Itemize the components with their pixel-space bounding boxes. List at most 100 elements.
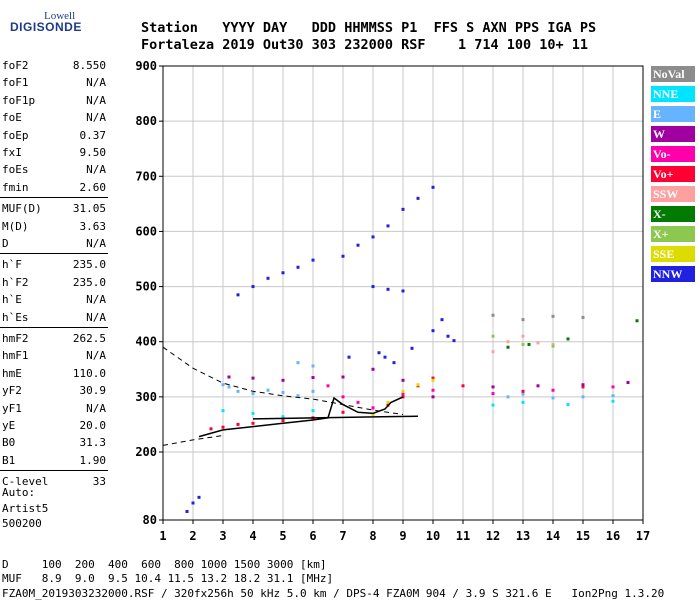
data-point: [551, 314, 555, 318]
data-point: [581, 395, 585, 399]
data-point: [227, 375, 231, 379]
x-tick-label: 8: [369, 529, 376, 543]
param-value: 2.60: [79, 180, 107, 194]
param-row: h`F2 235.0: [2, 274, 106, 291]
x-tick-label: 2: [189, 529, 196, 543]
data-point: [392, 361, 396, 365]
param-value: 110.0: [72, 366, 106, 380]
data-point: [401, 395, 405, 399]
legend-item: NoVal: [651, 66, 695, 82]
data-point: [566, 337, 570, 341]
data-point: [386, 400, 390, 404]
param-value: 8.550: [72, 59, 106, 72]
param-row: yF2 30.9: [2, 382, 106, 399]
auto-label: Auto:: [2, 486, 36, 499]
y-tick-label: 200: [135, 445, 157, 459]
param-name: h`F2: [2, 275, 29, 289]
param-separator: [0, 253, 108, 255]
param-separator: [0, 197, 108, 199]
param-name: foEp: [2, 128, 29, 142]
param-row: h`F 235.0: [2, 256, 106, 273]
param-name: foF2: [2, 59, 29, 72]
data-point: [431, 376, 435, 380]
param-row: fxI 9.50: [2, 144, 106, 161]
footer-distance-line: D 100 200 400 600 800 1000 1500 3000 [km…: [2, 558, 327, 571]
legend-item: W: [651, 126, 695, 142]
param-name: foE: [2, 111, 22, 125]
data-point: [251, 392, 255, 396]
data-point: [401, 207, 405, 211]
data-point: [635, 319, 639, 323]
trace-curve: [198, 396, 404, 438]
y-tick-label: 400: [135, 335, 157, 349]
data-point: [371, 285, 375, 289]
param-name: yE: [2, 419, 16, 432]
legend-item: X-: [651, 206, 695, 222]
param-value: 30.9: [79, 384, 107, 398]
data-point: [341, 254, 345, 258]
y-tick-label: 600: [135, 224, 157, 238]
data-point: [581, 315, 585, 319]
param-row: fmin 2.60: [2, 179, 106, 196]
data-point: [371, 235, 375, 239]
data-point: [626, 381, 630, 385]
x-tick-label: 9: [399, 529, 406, 543]
footer-info-line: FZA0M_2019303232000.RSF / 320fx256h 50 k…: [2, 587, 665, 600]
data-point: [296, 265, 300, 269]
param-name: C-level: [2, 475, 49, 489]
data-point: [521, 389, 525, 393]
data-point: [581, 385, 585, 389]
data-point: [296, 361, 300, 365]
data-point: [311, 389, 315, 393]
param-row: hmE 110.0: [2, 365, 106, 382]
data-point: [341, 375, 345, 379]
data-point: [506, 345, 510, 349]
data-point: [296, 394, 300, 398]
data-point: [521, 334, 525, 338]
data-point: [416, 196, 420, 200]
x-tick-label: 11: [456, 529, 470, 543]
dashed-curve: [162, 346, 404, 415]
data-point: [197, 495, 201, 499]
data-point: [611, 385, 615, 389]
y-tick-label: 700: [135, 169, 157, 183]
data-point: [311, 364, 315, 368]
data-point: [446, 334, 450, 338]
data-point: [383, 355, 387, 359]
y-tick-label: 800: [135, 114, 157, 128]
data-point: [251, 421, 255, 425]
param-name: M(D): [2, 219, 29, 233]
param-value: N/A: [86, 111, 106, 125]
reference-line: [252, 415, 419, 420]
data-point: [527, 342, 531, 346]
data-point: [386, 287, 390, 291]
legend-item: NNW: [651, 266, 695, 282]
param-value: 20.0: [79, 419, 107, 432]
param-separator: [0, 470, 108, 472]
data-point: [341, 395, 345, 399]
x-tick-label: 7: [339, 529, 346, 543]
y-tick-label: 500: [135, 280, 157, 294]
param-row: MUF(D) 31.05: [2, 200, 106, 217]
data-point: [521, 342, 525, 346]
param-row: hmF2 262.5: [2, 330, 106, 347]
param-name: fmin: [2, 180, 29, 194]
data-point: [371, 367, 375, 371]
param-value: N/A: [86, 293, 106, 307]
param-value: N/A: [86, 93, 106, 107]
param-name: B0: [2, 436, 16, 450]
data-point: [506, 395, 510, 399]
data-point: [341, 410, 345, 414]
data-point: [311, 409, 315, 413]
param-value: 235.0: [72, 258, 106, 272]
data-point: [266, 388, 270, 392]
param-name: hmF1: [2, 349, 29, 363]
param-name: h`F: [2, 258, 22, 272]
param-name: hmE: [2, 366, 22, 380]
data-point: [611, 399, 615, 403]
data-point: [401, 378, 405, 382]
param-row: h`E N/A: [2, 291, 106, 308]
param-value: 0.37: [79, 128, 107, 142]
legend-item: NNE: [651, 86, 695, 102]
